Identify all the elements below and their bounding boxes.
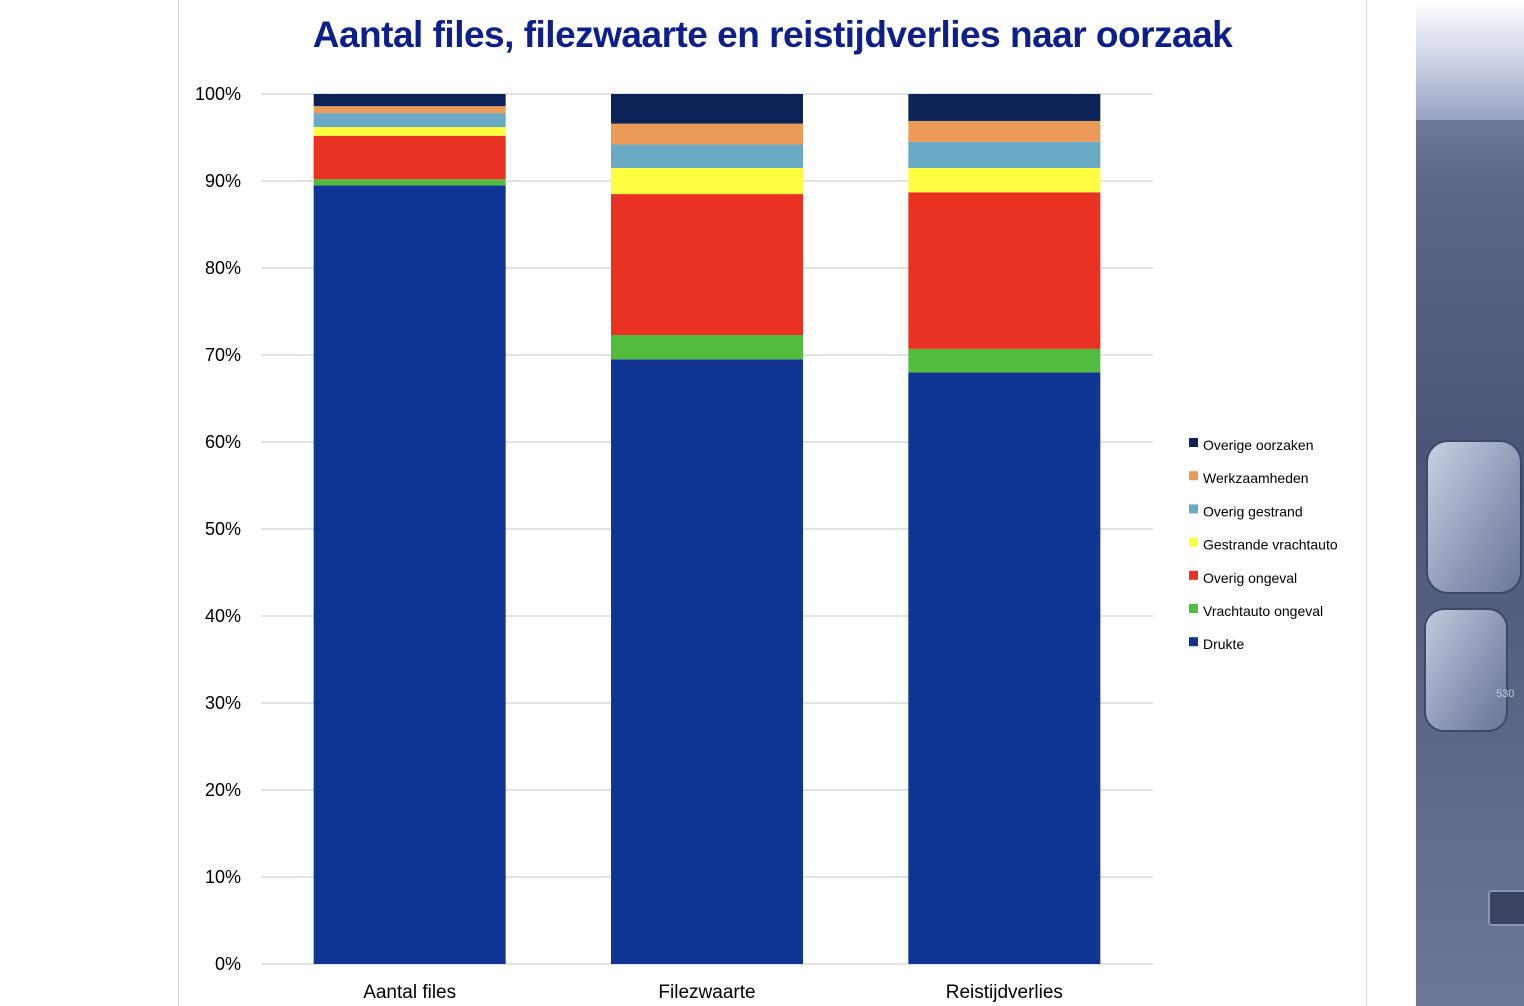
bar-segment <box>611 194 803 335</box>
bar-segment <box>313 106 506 114</box>
bar-segment <box>611 94 803 124</box>
bar-segment <box>313 179 506 186</box>
legend-label: Gestrande vrachtauto <box>1203 537 1338 553</box>
truck-mirror-lower <box>1424 608 1508 732</box>
truck-door-handle <box>1488 890 1524 926</box>
y-tick-label: 100% <box>195 84 241 104</box>
bar-segment <box>908 141 1101 168</box>
bar-segment <box>313 113 506 128</box>
bar-segment <box>908 94 1101 121</box>
y-tick-label: 90% <box>205 171 241 191</box>
legend-swatch <box>1189 438 1198 447</box>
bar-segment <box>313 135 506 180</box>
bar-segment <box>908 167 1101 193</box>
y-tick-label: 50% <box>205 519 241 539</box>
y-tick-label: 10% <box>205 867 241 887</box>
legend-swatch <box>1189 570 1198 580</box>
legend-label: Overig gestrand <box>1203 503 1303 519</box>
legend-label: Overige oorzaken <box>1203 437 1314 453</box>
bar-segment <box>611 123 803 145</box>
truck-photo: 530 <box>1416 0 1524 1006</box>
x-tick-label: Reistijdverlies <box>946 982 1063 1003</box>
bar-segment <box>313 127 506 136</box>
chart-svg: 0% 10% 20% 30% 40% 50% 60% 70% 80% 90% 100% Aantal … <box>195 84 1338 1003</box>
bar-segment <box>313 185 506 965</box>
y-tick-label: 40% <box>205 606 241 626</box>
bar-segment <box>611 144 803 168</box>
y-tick-label: 20% <box>205 780 241 800</box>
bar-segment <box>908 120 1101 142</box>
legend-label: Werkzaamheden <box>1203 470 1309 486</box>
legend-label: Overig ongeval <box>1203 570 1297 586</box>
legend-swatch <box>1189 504 1198 514</box>
y-tick-label: 30% <box>205 693 241 713</box>
legend-swatch <box>1189 637 1198 647</box>
bar-segment <box>611 359 803 965</box>
x-tick-label: Aantal files <box>363 982 456 1003</box>
bar-segment <box>908 348 1101 373</box>
y-tick-label: 70% <box>205 345 241 365</box>
y-tick-label: 80% <box>205 258 241 278</box>
chart-panel: Aantal files, filezwaarte en reistijdver… <box>178 0 1367 1006</box>
y-tick-label: 60% <box>205 432 241 452</box>
bar-segment <box>313 94 506 107</box>
photo-sky <box>1416 0 1524 120</box>
bar-segment <box>908 372 1101 964</box>
bar-segment <box>611 167 803 195</box>
legend-label: Vrachtauto ongeval <box>1203 603 1323 619</box>
legend-label: Drukte <box>1203 636 1244 652</box>
bar-segment <box>611 334 803 360</box>
legend-swatch <box>1189 471 1198 481</box>
legend-swatch <box>1189 537 1198 547</box>
x-tick-label: Filezwaarte <box>658 982 755 1003</box>
truck-mirror-upper <box>1426 440 1522 594</box>
bar-segment <box>908 192 1101 349</box>
y-tick-label: 0% <box>215 954 241 974</box>
truck-badge: 530 <box>1496 688 1515 700</box>
legend-swatch <box>1189 604 1198 613</box>
chart-title: Aantal files, filezwaarte en reistijdver… <box>312 14 1233 55</box>
